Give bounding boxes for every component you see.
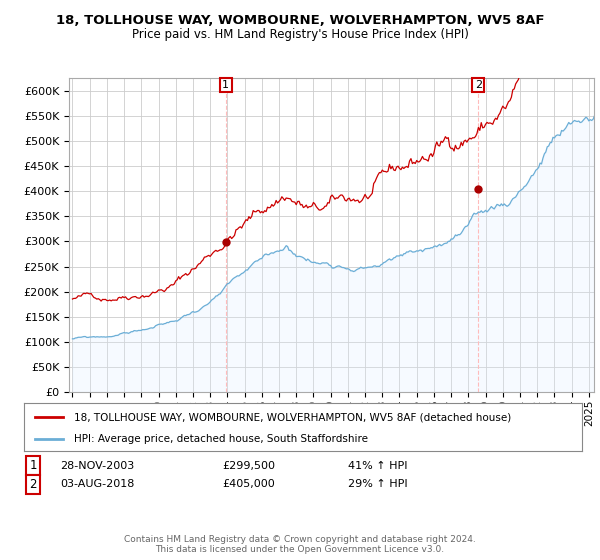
Text: 41% ↑ HPI: 41% ↑ HPI bbox=[348, 461, 407, 471]
Text: 2: 2 bbox=[29, 478, 37, 491]
Text: 1: 1 bbox=[29, 459, 37, 473]
Text: Contains HM Land Registry data © Crown copyright and database right 2024.
This d: Contains HM Land Registry data © Crown c… bbox=[124, 535, 476, 554]
Text: HPI: Average price, detached house, South Staffordshire: HPI: Average price, detached house, Sout… bbox=[74, 434, 368, 444]
Text: 2: 2 bbox=[475, 80, 482, 90]
Text: £299,500: £299,500 bbox=[222, 461, 275, 471]
Text: £405,000: £405,000 bbox=[222, 479, 275, 489]
Text: 18, TOLLHOUSE WAY, WOMBOURNE, WOLVERHAMPTON, WV5 8AF: 18, TOLLHOUSE WAY, WOMBOURNE, WOLVERHAMP… bbox=[56, 14, 544, 27]
Text: 03-AUG-2018: 03-AUG-2018 bbox=[60, 479, 134, 489]
Text: 28-NOV-2003: 28-NOV-2003 bbox=[60, 461, 134, 471]
Text: 18, TOLLHOUSE WAY, WOMBOURNE, WOLVERHAMPTON, WV5 8AF (detached house): 18, TOLLHOUSE WAY, WOMBOURNE, WOLVERHAMP… bbox=[74, 413, 511, 422]
Text: 1: 1 bbox=[223, 80, 229, 90]
Text: 29% ↑ HPI: 29% ↑ HPI bbox=[348, 479, 407, 489]
Text: Price paid vs. HM Land Registry's House Price Index (HPI): Price paid vs. HM Land Registry's House … bbox=[131, 28, 469, 41]
